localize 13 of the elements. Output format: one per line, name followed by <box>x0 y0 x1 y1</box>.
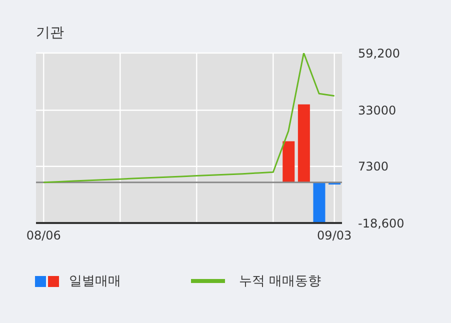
legend-label: 일별매매 <box>69 273 121 290</box>
bar <box>298 104 310 182</box>
bar <box>282 141 295 182</box>
legend-label: 누적 매매동향 <box>239 273 322 290</box>
line-series <box>42 53 336 184</box>
y-tick-label: 59,200 <box>358 46 400 60</box>
chart-title: 기관 <box>36 24 64 42</box>
x-tick-label: 08/06 <box>26 228 61 243</box>
y-tick-label: -18,600 <box>358 216 404 230</box>
bar <box>313 182 326 223</box>
y-tick-label: 7300 <box>358 160 389 174</box>
y-tick-label: 33000 <box>358 104 396 118</box>
x-tick-label: 09/03 <box>317 228 352 243</box>
